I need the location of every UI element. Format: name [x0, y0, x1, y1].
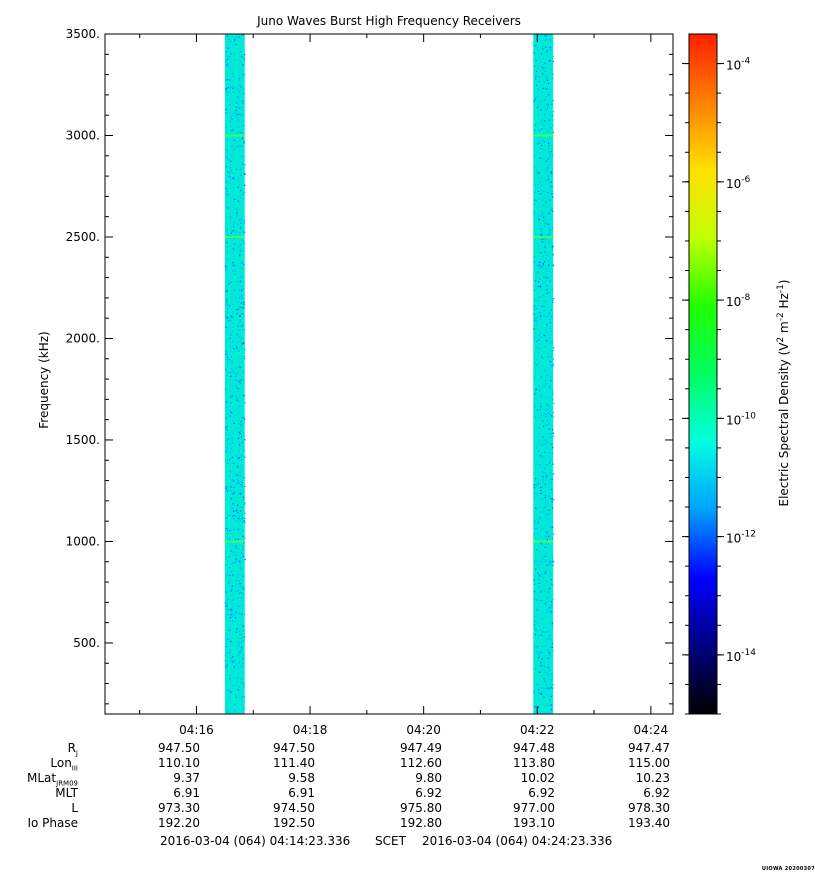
x-tick-label: 04:24	[634, 723, 669, 737]
y-axis-label: Frequency (kHz)	[37, 331, 51, 428]
y-tick-label: 3000.	[66, 128, 100, 142]
ephemeris-cell: 112.60	[400, 756, 442, 770]
version-stamp: UIOWA 20200307	[761, 866, 815, 872]
ephemeris-cell: 6.92	[528, 786, 555, 800]
ephemeris-cell: 973.30	[158, 801, 200, 815]
ephemeris-cell: 6.92	[415, 786, 442, 800]
colorbar-tick-label: 10-10	[726, 411, 756, 427]
y-tick-label: 1000.	[66, 534, 100, 548]
ephemeris-cell: 192.50	[273, 816, 315, 830]
ephemeris-cell: 111.40	[273, 756, 315, 770]
y-tick-label: 2500.	[66, 230, 100, 244]
colorbar-tick-label: 10-4	[726, 57, 751, 73]
colorbar-tick-label: 10-14	[726, 648, 756, 664]
burst-band-2	[533, 34, 555, 715]
colorbar-tick-label: 10-12	[726, 530, 756, 546]
colorbar-gradient	[688, 33, 718, 715]
ephemeris-cell: 9.58	[288, 771, 315, 785]
ephemeris-cell: 947.50	[158, 741, 200, 755]
colorbar: 10-14 10-12 10-10 10-8 10-6 10-4	[682, 33, 756, 715]
ephemeris-row-label: MLatJRM09	[27, 771, 78, 788]
colorbar-tick-label: 10-6	[726, 175, 751, 191]
colorbar-label: Electric Spectral Density (V2 m-2 Hz-1)	[776, 279, 791, 506]
ephemeris-cell: 193.10	[513, 816, 555, 830]
ephemeris-row-label: L	[71, 801, 78, 815]
y-tick-label: 3500.	[66, 27, 100, 41]
chart-title: Juno Waves Burst High Frequency Receiver…	[256, 14, 521, 28]
ephemeris-cell: 9.37	[173, 771, 200, 785]
y-tick-label: 2000.	[66, 331, 100, 345]
x-tick-label: 04:22	[520, 723, 555, 737]
plot-frame	[104, 33, 674, 715]
x-tick-label: 04:18	[293, 723, 328, 737]
ephemeris-cell: 6.91	[288, 786, 315, 800]
ephemeris-cell: 193.40	[628, 816, 670, 830]
ephemeris-cell: 974.50	[273, 801, 315, 815]
ephemeris-row-label: MLT	[55, 786, 78, 800]
plot-background	[105, 34, 673, 714]
ephemeris-cell: 192.20	[158, 816, 200, 830]
ephemeris-cell: 115.00	[628, 756, 670, 770]
ephemeris-cell: 10.23	[635, 771, 670, 785]
burst-band-1	[224, 34, 246, 714]
scet-label: SCET	[375, 834, 406, 848]
ephemeris-cell: 977.00	[513, 801, 555, 815]
x-tick-label: 04:16	[179, 723, 214, 737]
ephemeris-cell: 110.10	[158, 756, 200, 770]
ephemeris-cell: 978.30	[628, 801, 670, 815]
ephemeris-cell: 10.02	[520, 771, 555, 785]
ephemeris-cell: 947.50	[273, 741, 315, 755]
ephemeris-cell: 6.92	[643, 786, 670, 800]
ephemeris-cell: 192.80	[400, 816, 442, 830]
ephemeris-cell: 9.80	[415, 771, 442, 785]
ephemeris-cell: 947.49	[400, 741, 442, 755]
ephemeris-cell: 975.80	[400, 801, 442, 815]
ephemeris-row-label: RJ	[67, 741, 78, 758]
ephemeris-cell: 6.91	[173, 786, 200, 800]
x-tick-label: 04:20	[406, 723, 441, 737]
ephemeris-row-label: LonIII	[50, 756, 78, 773]
y-tick-label: 1500.	[66, 433, 100, 447]
scet-start: 2016-03-04 (064) 04:14:23.336	[160, 834, 351, 848]
colorbar-tick-label: 10-8	[726, 293, 751, 309]
ephemeris-row-label: Io Phase	[27, 816, 78, 830]
ephemeris-cell: 947.47	[628, 741, 670, 755]
ephemeris-cell: 947.48	[513, 741, 555, 755]
scet-end: 2016-03-04 (064) 04:24:23.336	[422, 834, 613, 848]
y-tick-label: 500.	[73, 636, 100, 650]
plot-area: 500. 1000. 1500. 2000. 2500. 3000. 3500. 04:16 0…	[66, 27, 674, 737]
ephemeris-cell: 113.80	[513, 756, 555, 770]
